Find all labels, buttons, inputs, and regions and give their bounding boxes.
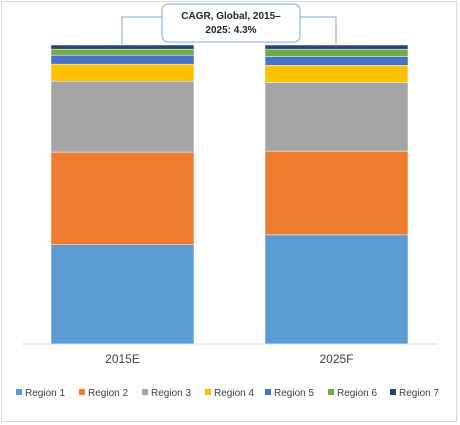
legend-label: Region 7 (399, 388, 439, 399)
legend-item-region-5: Region 5 (265, 388, 314, 399)
legend-swatch (16, 389, 22, 395)
legend-label: Region 6 (337, 388, 377, 399)
bars-group (50, 44, 409, 345)
legend-label: Region 5 (274, 388, 314, 399)
callout-line-1: CAGR, Global, 2015– (181, 11, 281, 22)
category-label-2025f: 2025F (319, 352, 353, 366)
legend-item-region-6: Region 6 (328, 388, 377, 399)
bar-2025f-region-6 (264, 48, 409, 57)
bar-2015e-region-1 (50, 244, 195, 345)
bar-2015e-region-4 (50, 63, 195, 82)
legend: Region 1 Region 2 Region 3 Region 4 Region 5… (16, 388, 439, 399)
legend-swatch (328, 389, 334, 395)
legend-swatch (265, 389, 271, 395)
category-labels: 2015E 2025F (105, 352, 353, 366)
bar-2025f-region-1 (264, 234, 409, 345)
bar-2025f-region-4 (264, 65, 409, 83)
legend-swatch (79, 389, 85, 395)
legend-item-region-3: Region 3 (142, 388, 191, 399)
legend-swatch (205, 389, 211, 395)
callout-box (161, 3, 301, 43)
callout-leader-right (300, 16, 337, 44)
legend-label: Region 4 (214, 388, 254, 399)
category-label-2015e: 2015E (105, 352, 140, 366)
bar-2015e-region-3 (50, 80, 195, 153)
bar-2015e-region-6 (50, 48, 195, 56)
bar-2025f-region-3 (264, 82, 409, 152)
callout-leader-left (121, 16, 162, 44)
bar-2025f-region-2 (264, 150, 409, 236)
legend-item-region-4: Region 4 (205, 388, 254, 399)
legend-swatch (390, 389, 396, 395)
bar-2025f-region-5 (264, 56, 409, 66)
cagr-callout: CAGR, Global, 2015– 2025: 4.3% (121, 3, 337, 44)
bar-2015e-region-2 (50, 151, 195, 245)
callout-line-2: 2025: 4.3% (205, 25, 256, 36)
legend-item-region-7: Region 7 (390, 388, 439, 399)
legend-label: Region 3 (151, 388, 191, 399)
legend-item-region-2: Region 2 (79, 388, 128, 399)
legend-label: Region 2 (88, 388, 128, 399)
legend-label: Region 1 (25, 388, 65, 399)
bar-2015e-region-7 (50, 44, 195, 50)
bar-2015e-region-5 (50, 54, 195, 65)
legend-swatch (142, 389, 148, 395)
bar-2025f-region-7 (264, 44, 409, 50)
legend-item-region-1: Region 1 (16, 388, 65, 399)
